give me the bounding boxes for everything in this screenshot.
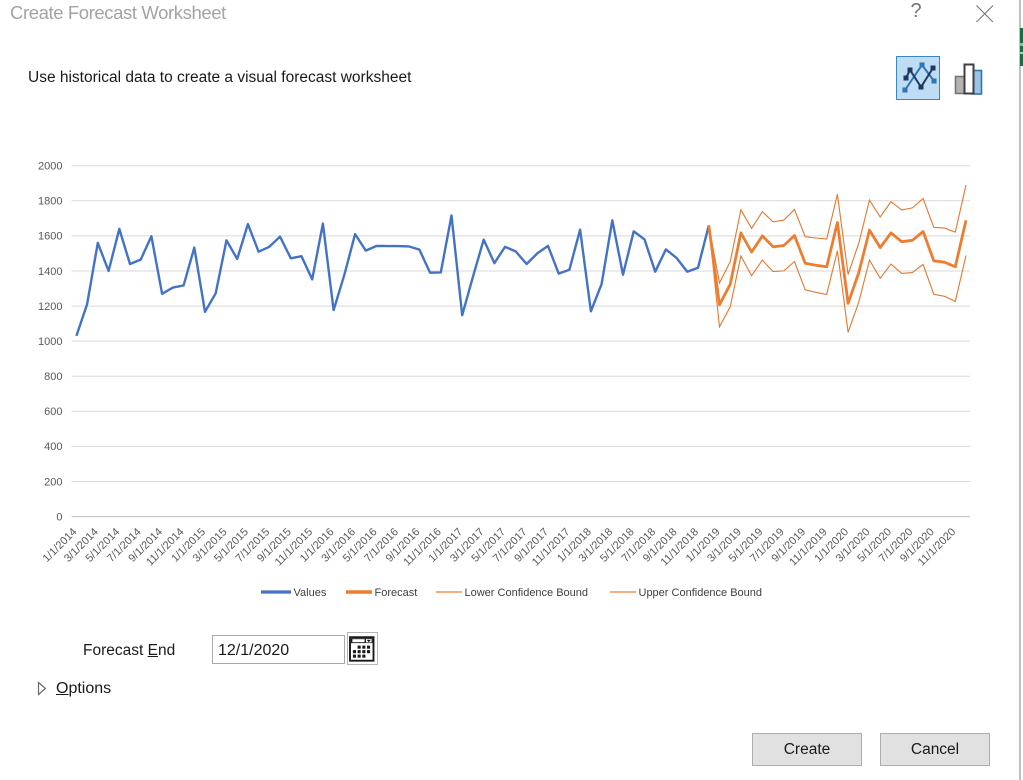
svg-text:0: 0: [56, 511, 62, 523]
svg-text:Forecast: Forecast: [375, 587, 418, 599]
svg-text:200: 200: [44, 476, 62, 488]
svg-text:400: 400: [44, 441, 62, 453]
svg-text:2000: 2000: [38, 161, 62, 173]
svg-text:600: 600: [44, 406, 62, 418]
svg-text:Lower Confidence Bound: Lower Confidence Bound: [465, 587, 589, 599]
svg-text:1000: 1000: [38, 336, 62, 348]
svg-text:1400: 1400: [38, 266, 62, 278]
svg-text:Upper Confidence Bound: Upper Confidence Bound: [639, 587, 763, 599]
svg-text:800: 800: [44, 371, 62, 383]
svg-text:1600: 1600: [38, 231, 62, 243]
svg-text:1800: 1800: [38, 196, 62, 208]
svg-text:Values: Values: [294, 587, 327, 599]
svg-text:1200: 1200: [38, 301, 62, 313]
